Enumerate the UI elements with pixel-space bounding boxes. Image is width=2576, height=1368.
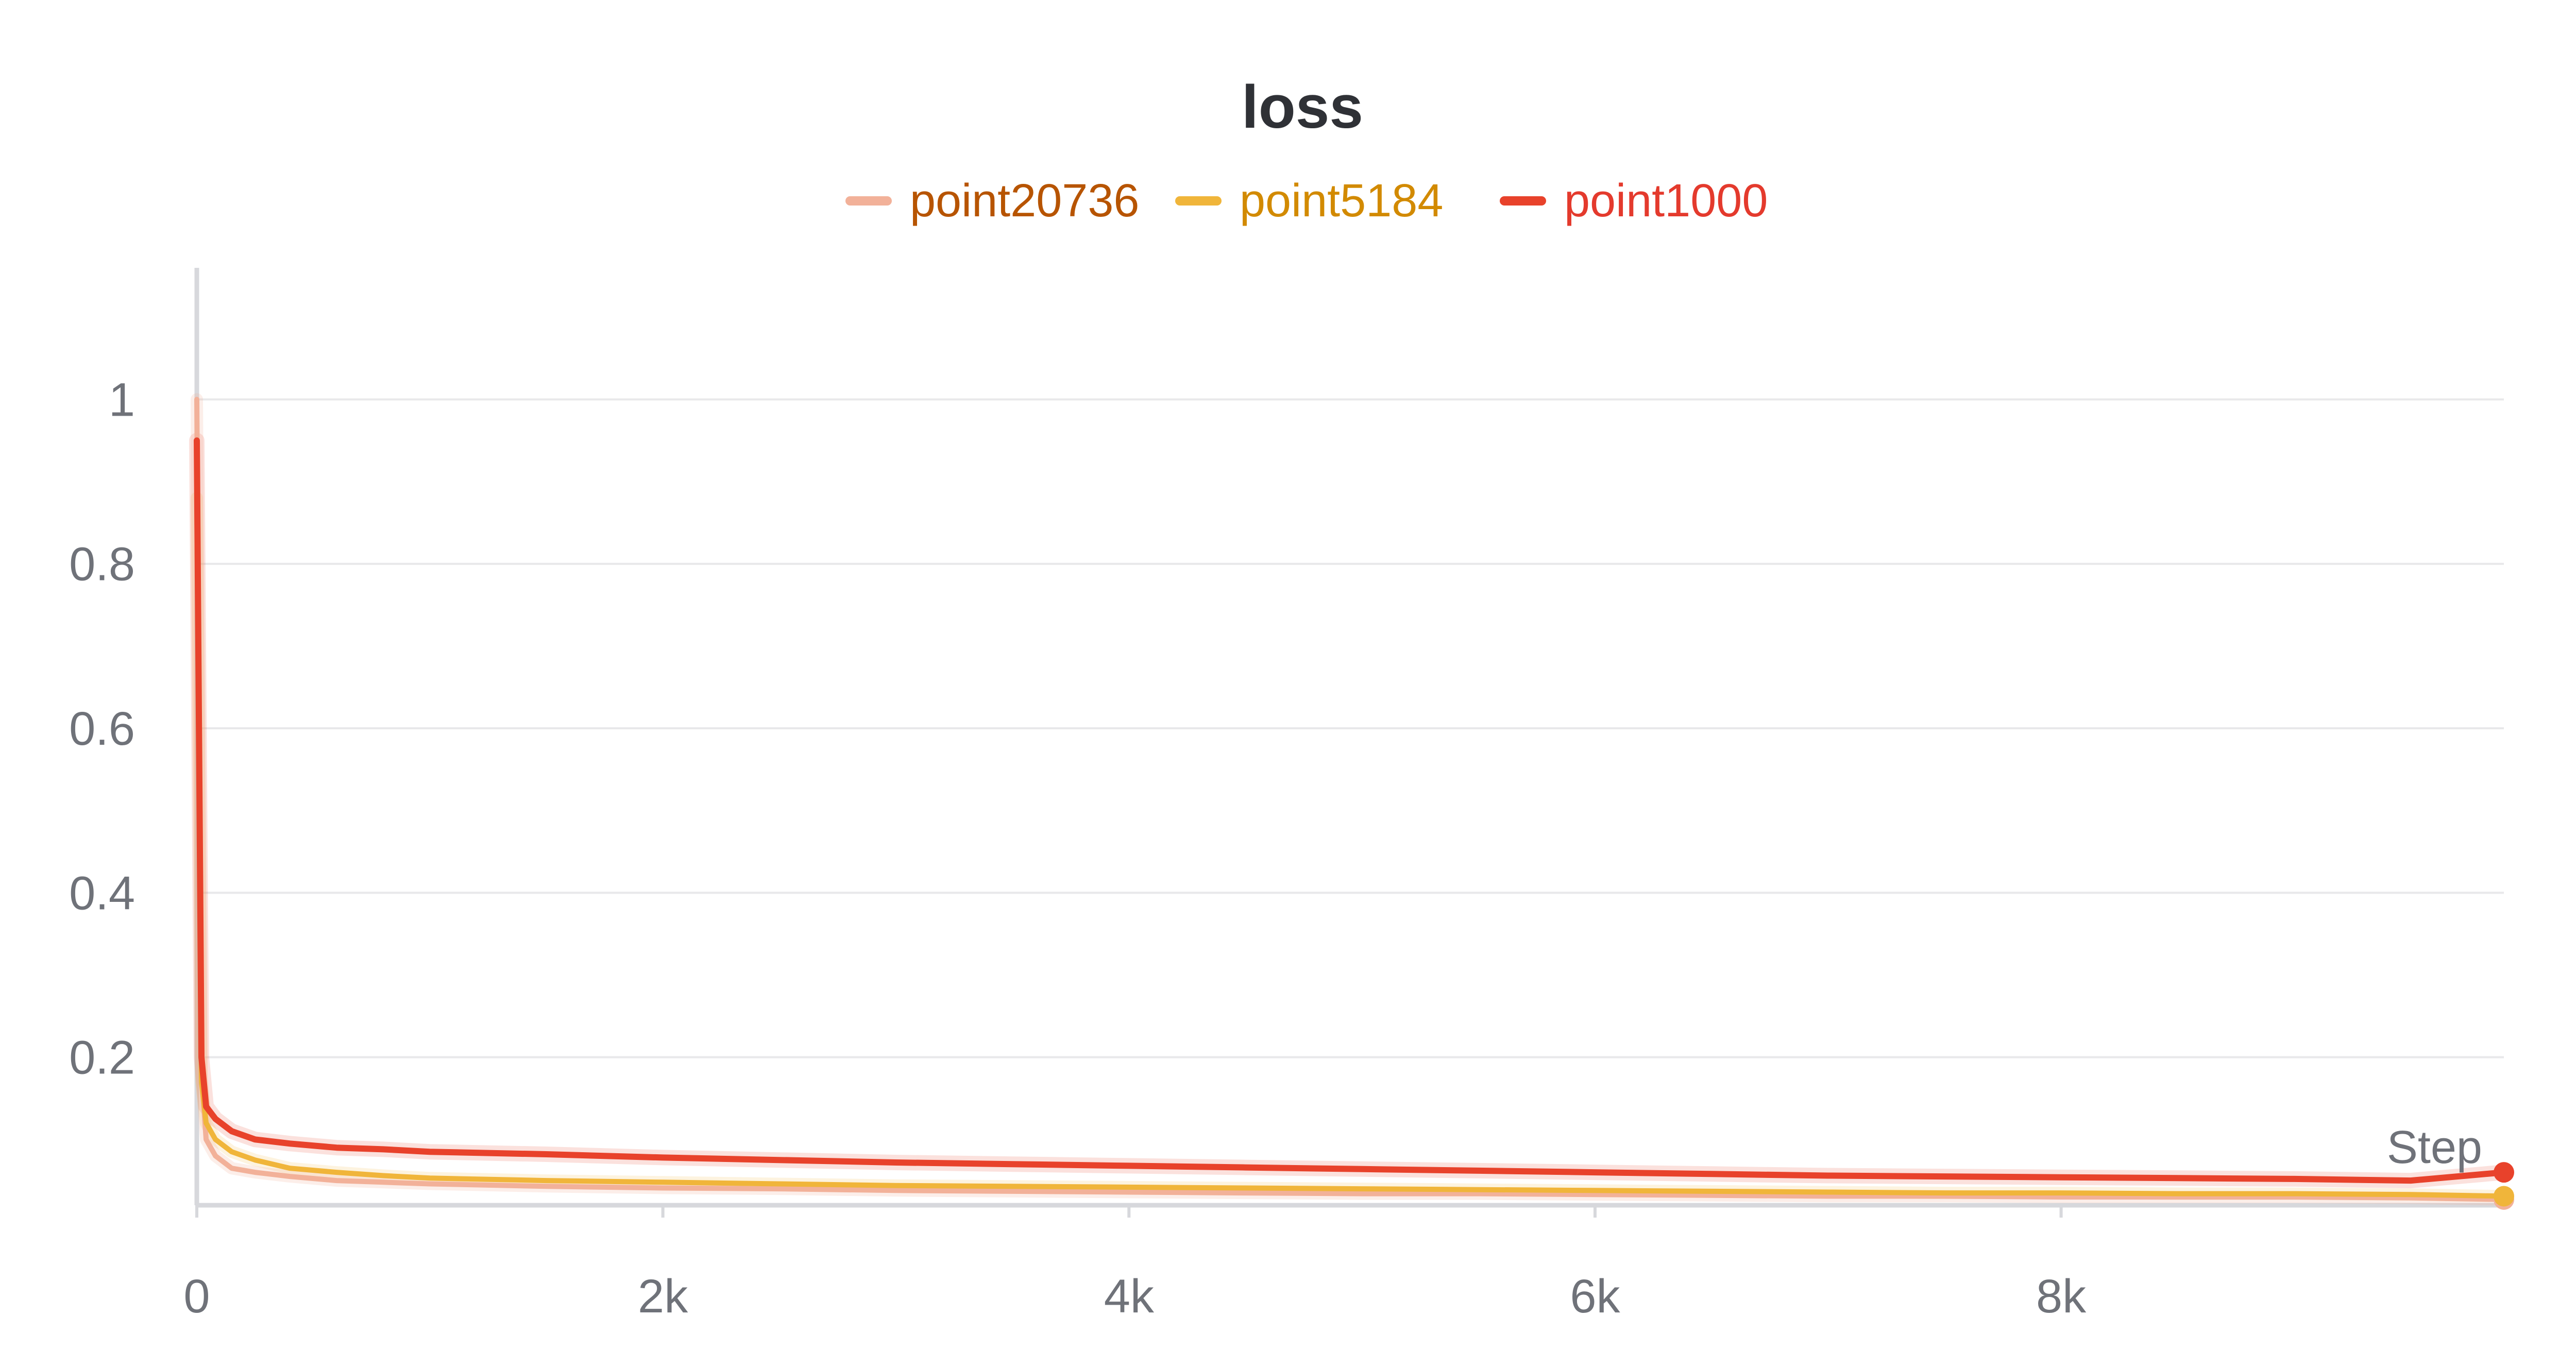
- series-end-point-1: [2494, 1186, 2514, 1207]
- series-line-1: [194, 495, 2506, 1199]
- y-tick-label-0: 1: [109, 373, 135, 426]
- legend-label-2: point1000: [1564, 175, 1768, 227]
- tick-labels: 1 0.8 0.6 0.4 0.2 0 2k 4k 6k 8k: [69, 373, 2087, 1323]
- chart-title: loss: [1242, 73, 1363, 141]
- x-tick-label-3: 6k: [1570, 1270, 1620, 1323]
- grid: [197, 398, 2504, 1058]
- y-tick-label-4: 0.2: [69, 1032, 135, 1084]
- legend-label-1: point5184: [1240, 175, 1443, 227]
- x-tick-label-1: 2k: [638, 1270, 688, 1323]
- y-tick-label-3: 0.4: [69, 867, 135, 919]
- series-lines: [189, 393, 2514, 1210]
- series-line-2: [194, 437, 2507, 1184]
- x-tick-label-0: 0: [183, 1270, 210, 1323]
- legend-label-0: point20736: [910, 175, 1139, 227]
- series-line-0: [194, 397, 2506, 1202]
- series-end-point-2: [2494, 1162, 2514, 1183]
- y-tick-label-1: 0.8: [69, 538, 135, 591]
- x-tick-label-4: 8k: [2036, 1270, 2087, 1323]
- x-axis-label: Step: [2387, 1122, 2482, 1173]
- y-tick-label-2: 0.6: [69, 703, 135, 755]
- x-tick-label-2: 4k: [1104, 1270, 1155, 1323]
- legend: point20736 point5184 point1000: [845, 175, 1768, 227]
